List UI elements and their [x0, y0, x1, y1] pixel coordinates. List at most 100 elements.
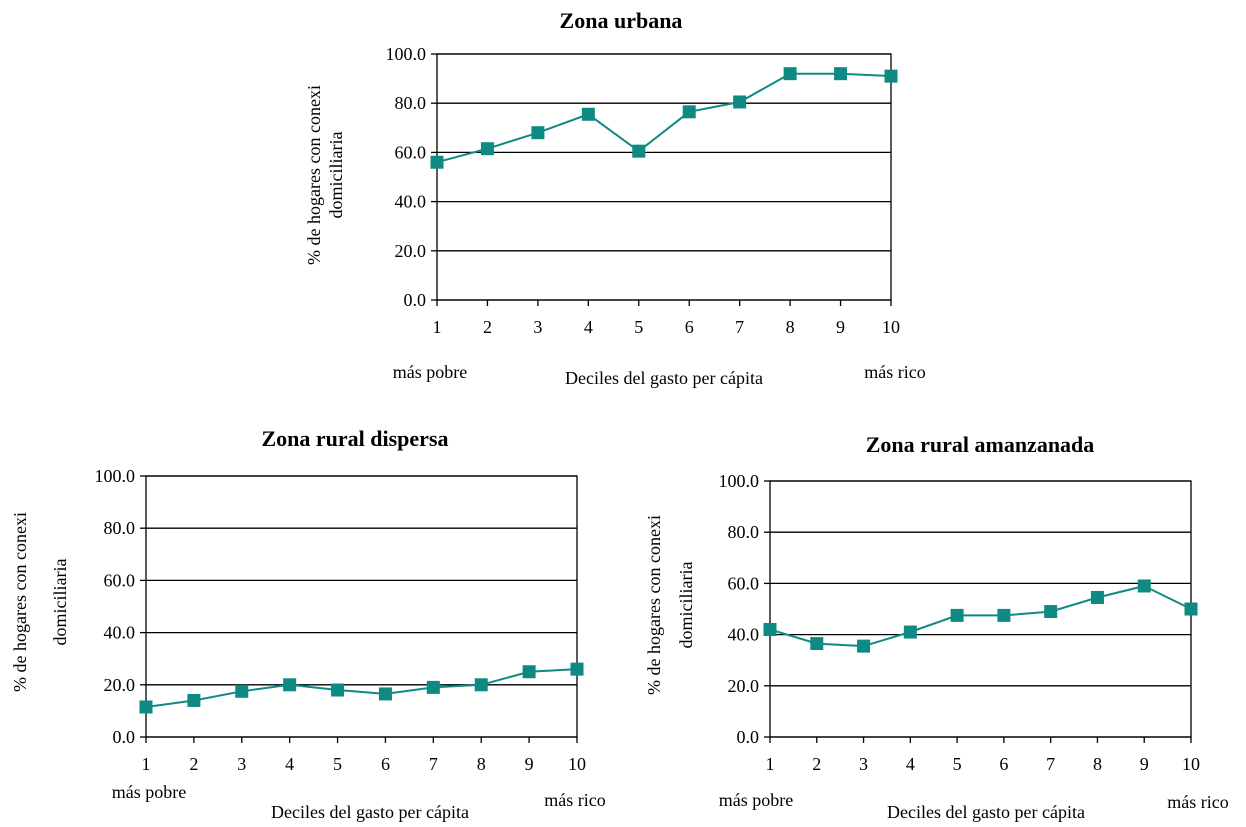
y-tick-label: 40.0: [728, 625, 760, 645]
data-point-marker: [139, 700, 153, 714]
y-tick-label: 80.0: [395, 93, 427, 113]
x-tick-label: 10: [568, 754, 586, 774]
data-point-marker: [950, 608, 964, 622]
chart-title: Zona urbana: [560, 8, 683, 33]
data-point-marker: [632, 144, 646, 158]
data-point-marker: [903, 625, 917, 639]
data-point-marker: [426, 680, 440, 694]
x-tick-label: 7: [429, 754, 438, 774]
x-tick-label: 7: [735, 317, 744, 337]
data-point-marker: [682, 105, 696, 119]
y-tick-label: 0.0: [113, 727, 136, 747]
chart-zona-rural-amanzanada: Zona rural amanzanada 0.0 20.0 40.0 60.0 80.…: [644, 432, 1229, 822]
data-point-marker: [522, 665, 536, 679]
plot-area: 0.0 20.0 40.0 60.0 80.0 100.0 1 2 3 4 5 6 7 8 9 10: [719, 471, 1201, 774]
x-note-richest: más rico: [864, 362, 925, 382]
x-tick-label: 1: [142, 754, 151, 774]
y-tick-label: 80.0: [728, 522, 760, 542]
x-tick-label: 4: [906, 754, 915, 774]
chart-title: Zona rural dispersa: [261, 426, 448, 451]
y-axis-label-line1: % de hogares con conexi: [10, 512, 30, 692]
x-tick-label: 6: [999, 754, 1008, 774]
x-tick-label: 2: [483, 317, 492, 337]
y-tick-label: 100.0: [719, 471, 760, 491]
x-note-richest: más rico: [544, 790, 605, 810]
x-tick-label: 6: [381, 754, 390, 774]
x-tick-label: 6: [685, 317, 694, 337]
x-tick-label: 3: [859, 754, 868, 774]
y-axis-label-line2: domiciliaria: [50, 559, 70, 646]
series-line: [145, 668, 578, 708]
y-tick-label: 100.0: [386, 44, 427, 64]
x-tick-label: 10: [882, 317, 900, 337]
y-tick-label: 20.0: [104, 675, 136, 695]
y-tick-label: 0.0: [737, 727, 760, 747]
x-tick-label: 3: [533, 317, 542, 337]
x-axis-label: Deciles del gasto per cápita: [565, 368, 763, 388]
data-point-marker: [1090, 590, 1104, 604]
x-tick-label: 3: [237, 754, 246, 774]
y-tick-label: 100.0: [95, 466, 136, 486]
data-point-marker: [763, 622, 777, 636]
plot-area: 0.0 20.0 40.0 60.0 80.0 100.0 1 2 3 4 5 6 7 8 9 10: [95, 466, 587, 774]
x-tick-label: 9: [836, 317, 845, 337]
data-point-marker: [834, 67, 848, 81]
data-point-marker: [581, 107, 595, 121]
y-tick-label: 60.0: [728, 573, 760, 593]
x-tick-label: 2: [189, 754, 198, 774]
data-point-marker: [480, 142, 494, 156]
data-point-marker: [187, 693, 201, 707]
chart-title: Zona rural amanzanada: [866, 432, 1095, 457]
x-note-poorest: más pobre: [719, 790, 793, 810]
x-tick-label: 2: [812, 754, 821, 774]
y-tick-label: 40.0: [104, 623, 136, 643]
data-point-marker: [570, 662, 584, 676]
data-point-marker: [1044, 605, 1058, 619]
x-tick-label: 1: [433, 317, 442, 337]
x-note-poorest: más pobre: [112, 782, 186, 802]
y-axis-label-line2: domiciliaria: [326, 132, 346, 219]
data-point-marker: [283, 678, 297, 692]
x-tick-label: 8: [1093, 754, 1102, 774]
y-tick-label: 80.0: [104, 518, 136, 538]
y-tick-label: 60.0: [395, 142, 427, 162]
data-point-marker: [1137, 579, 1151, 593]
y-tick-label: 0.0: [404, 290, 427, 310]
data-point-marker: [733, 95, 747, 109]
series-line: [436, 72, 892, 164]
data-point-marker: [474, 678, 488, 692]
x-tick-label: 4: [584, 317, 593, 337]
chart-zona-rural-dispersa: Zona rural dispersa 0.0 20.0 40.0 60.0 80.0 1…: [10, 426, 606, 822]
series-line: [769, 584, 1192, 648]
data-point-marker: [430, 155, 444, 169]
data-point-marker: [531, 126, 545, 140]
x-axis-label: Deciles del gasto per cápita: [271, 802, 469, 822]
plot-frame: [145, 475, 578, 738]
y-axis-label: % de hogares con conexi domiciliaria: [644, 515, 696, 695]
x-axis-label: Deciles del gasto per cápita: [887, 802, 1085, 822]
y-axis-label: % de hogares con conexi domiciliaria: [10, 512, 70, 692]
data-point-marker: [378, 687, 392, 701]
x-note-poorest: más pobre: [393, 362, 467, 382]
y-axis-label-line1: % de hogares con conexi: [304, 85, 324, 265]
x-tick-label: 10: [1182, 754, 1200, 774]
x-note-richest: más rico: [1167, 792, 1228, 812]
y-axis-label-line2: domiciliaria: [676, 562, 696, 649]
data-point-marker: [1184, 602, 1198, 616]
data-point-marker: [783, 67, 797, 81]
plot-frame: [436, 53, 892, 301]
x-tick-label: 9: [525, 754, 534, 774]
data-point-marker: [235, 684, 249, 698]
data-point-marker: [331, 683, 345, 697]
y-tick-label: 20.0: [728, 676, 760, 696]
data-point-marker: [884, 69, 898, 83]
x-tick-label: 1: [766, 754, 775, 774]
x-tick-label: 9: [1140, 754, 1149, 774]
x-tick-label: 8: [786, 317, 795, 337]
data-point-marker: [857, 639, 871, 653]
data-point-marker: [810, 637, 824, 651]
chart-zona-urbana: Zona urbana 0.0 20.0 40.0 60.0 80.0 100.0 1 2 3 4…: [304, 8, 926, 388]
x-tick-label: 7: [1046, 754, 1055, 774]
x-tick-label: 5: [333, 754, 342, 774]
